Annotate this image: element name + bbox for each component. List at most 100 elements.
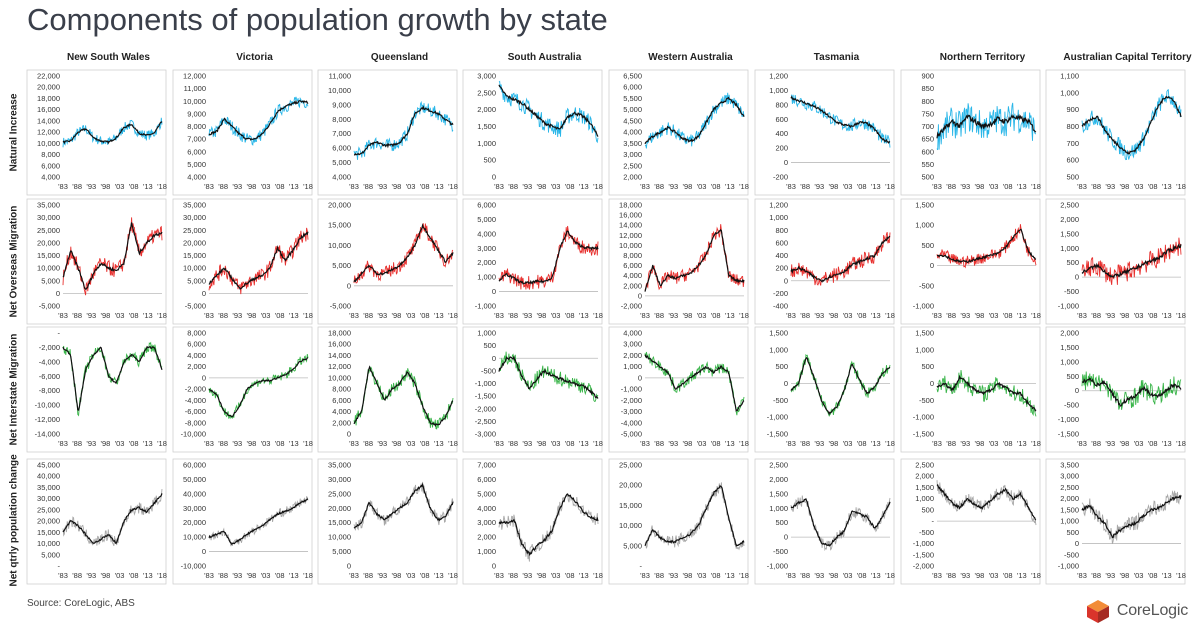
series-trend-line <box>353 482 454 529</box>
series-trend-line <box>353 365 454 428</box>
x-tick-label: '13 <box>1162 182 1172 191</box>
x-tick-label: '18 <box>739 182 749 191</box>
series-trend-line <box>936 483 1037 521</box>
x-tick-label: '88 <box>508 439 518 448</box>
y-tick-label: 2,000 <box>769 475 788 484</box>
y-tick-label: 12,000 <box>328 362 351 371</box>
x-tick-label: '03 <box>261 571 271 580</box>
x-tick-label: '08 <box>565 182 575 191</box>
x-tick-label: '08 <box>275 182 285 191</box>
x-tick-label: '88 <box>1091 311 1101 320</box>
y-tick-label: 10,000 <box>183 264 206 273</box>
y-tick-label: -4,000 <box>185 396 206 405</box>
x-tick-label: '98 <box>683 439 693 448</box>
series-quarterly-line <box>644 351 745 416</box>
y-tick-label: 30,000 <box>37 494 60 503</box>
x-tick-label: '13 <box>1017 182 1027 191</box>
y-tick-label: -4,000 <box>39 357 60 366</box>
series-trend-line <box>644 354 745 412</box>
y-tick-label: 5,000 <box>187 160 206 169</box>
y-tick-label: 2,000 <box>623 351 642 360</box>
y-tick-label: 2,500 <box>1060 483 1079 492</box>
x-tick-label: '13 <box>579 311 589 320</box>
x-tick-label: '08 <box>275 571 285 580</box>
y-tick-label: -14,000 <box>35 430 60 439</box>
y-tick-label: -1,500 <box>913 550 934 559</box>
y-tick-label: -1,500 <box>913 430 934 439</box>
y-tick-label: 500 <box>483 341 496 350</box>
y-tick-label: 3,000 <box>1060 472 1079 481</box>
y-tick-label: 6,000 <box>623 83 642 92</box>
y-tick-label: -10,000 <box>181 562 206 571</box>
x-tick-label: '98 <box>392 311 402 320</box>
y-tick-label: 2,500 <box>623 161 642 170</box>
y-tick-label: 0 <box>784 533 788 542</box>
y-tick-label: -500 <box>919 528 934 537</box>
x-tick-label: '88 <box>946 311 956 320</box>
x-tick-label: '83 <box>786 182 796 191</box>
x-tick-label: '93 <box>668 311 678 320</box>
x-tick-label: '18 <box>739 311 749 320</box>
panel-frame <box>462 198 603 325</box>
x-tick-label: '98 <box>683 571 693 580</box>
y-tick-label: 0 <box>930 379 934 388</box>
y-tick-label: 8,000 <box>41 150 60 159</box>
y-tick-label: -200 <box>773 173 788 182</box>
y-tick-label: 60,000 <box>183 461 206 470</box>
y-tick-label: 0 <box>784 276 788 285</box>
x-tick-label: '93 <box>1105 182 1115 191</box>
y-tick-label: 6,500 <box>623 72 642 81</box>
x-tick-label: '08 <box>711 571 721 580</box>
y-tick-label: 200 <box>775 144 788 153</box>
x-tick-label: '18 <box>1176 311 1186 320</box>
y-tick-label: 2,000 <box>1060 329 1079 338</box>
panel-frame <box>754 69 895 196</box>
y-tick-label: 20,000 <box>328 504 351 513</box>
y-tick-label: 10,000 <box>183 97 206 106</box>
x-tick-label: '18 <box>1176 439 1186 448</box>
x-tick-label: '08 <box>711 311 721 320</box>
x-tick-label: '88 <box>218 439 228 448</box>
series-trend-line <box>208 99 309 141</box>
series-quarterly-line <box>1081 237 1182 285</box>
panel: 3,000 2,500 2,000 1,500 1,000 500 0'83 '88 '93 '9… <box>462 69 603 196</box>
y-tick-label: -500 <box>773 396 788 405</box>
x-tick-label: '03 <box>261 311 271 320</box>
x-tick-label: '83 <box>494 311 504 320</box>
panel-frame <box>462 458 603 585</box>
y-tick-label: 0 <box>347 562 351 571</box>
y-tick-label: 15,000 <box>37 251 60 260</box>
x-tick-label: '83 <box>932 311 942 320</box>
x-tick-label: '18 <box>448 571 458 580</box>
y-tick-label: 8,000 <box>332 385 351 394</box>
x-tick-label: '93 <box>86 311 96 320</box>
x-tick-label: '13 <box>1017 439 1027 448</box>
x-tick-label: '08 <box>565 439 575 448</box>
y-tick-label: -12,000 <box>35 415 60 424</box>
y-tick-label: 2,000 <box>477 533 496 542</box>
y-tick-label: 3,000 <box>623 150 642 159</box>
y-tick-label: 15,000 <box>37 528 60 537</box>
y-tick-label: 10,000 <box>37 139 60 148</box>
panel-frame <box>1045 198 1186 325</box>
y-tick-label: 5,500 <box>623 94 642 103</box>
y-tick-label: 16,000 <box>619 211 642 220</box>
corelogic-logo: CoreLogic <box>1085 598 1188 624</box>
x-tick-label: '93 <box>86 439 96 448</box>
y-tick-label: 1,000 <box>915 221 934 230</box>
x-tick-label: '93 <box>668 571 678 580</box>
x-tick-label: '03 <box>697 571 707 580</box>
x-tick-label: '18 <box>1031 439 1041 448</box>
y-tick-label: 2,000 <box>623 173 642 182</box>
x-tick-label: '83 <box>1077 311 1087 320</box>
x-tick-label: '83 <box>58 571 68 580</box>
x-tick-label: '98 <box>829 439 839 448</box>
x-tick-label: '13 <box>434 311 444 320</box>
x-tick-label: '03 <box>843 571 853 580</box>
panel: 4,000 3,000 2,000 1,000 0 -1,000 -2,000 -3,000 -… <box>608 326 749 453</box>
y-tick-label: 2,000 <box>332 418 351 427</box>
series-trend-line <box>62 493 163 545</box>
x-tick-label: '03 <box>989 571 999 580</box>
y-tick-label: 6,000 <box>477 475 496 484</box>
x-tick-label: '98 <box>1120 439 1130 448</box>
